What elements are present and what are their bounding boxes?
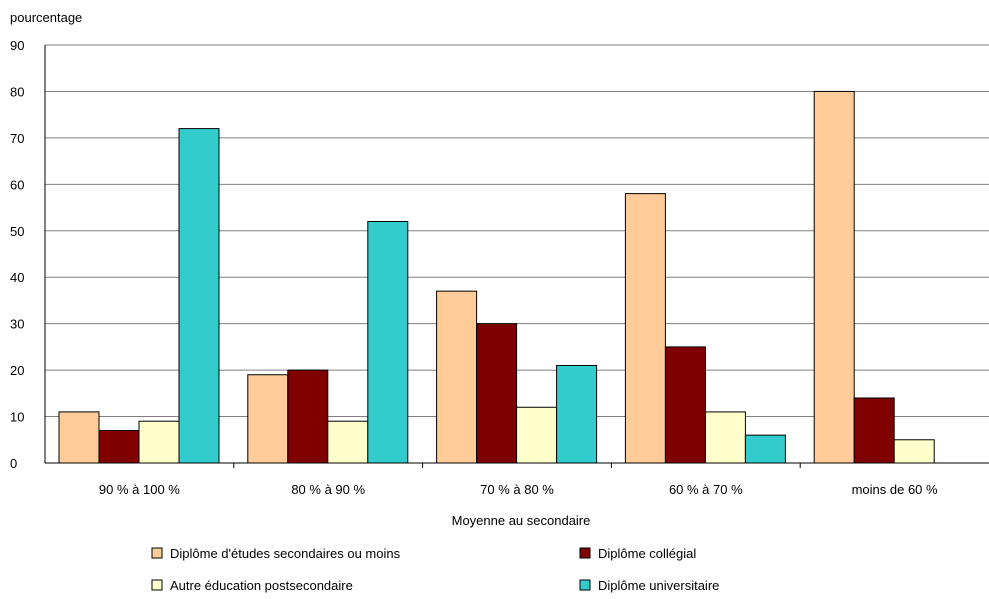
bar — [138, 420, 180, 464]
bar — [704, 411, 746, 464]
legend-label: Diplôme collégial — [598, 546, 696, 561]
y-tick-label: 50 — [10, 224, 24, 239]
y-tick-label: 20 — [10, 363, 24, 378]
legend: Diplôme d'études secondaires ou moins Dip… — [151, 546, 719, 593]
y-tick-label: 30 — [10, 317, 24, 332]
axes — [44, 45, 989, 468]
y-tick-label: 70 — [10, 131, 24, 146]
y-tick-label: 80 — [10, 84, 24, 99]
bar — [813, 90, 855, 464]
bar — [853, 397, 895, 464]
bar — [287, 369, 329, 464]
bar — [367, 220, 409, 464]
y-tick-label: 60 — [10, 177, 24, 192]
legend-swatch — [579, 547, 591, 559]
legend-label: Autre éducation postsecondaire — [170, 578, 353, 593]
legend-label: Diplôme d'études secondaires ou moins — [170, 546, 401, 561]
bar — [624, 193, 666, 464]
x-tick-label: moins de 60 % — [852, 482, 938, 497]
legend-swatch — [151, 579, 163, 591]
y-axis-title: pourcentage — [10, 10, 82, 25]
legend-swatch — [151, 547, 163, 559]
y-tick-label: 40 — [10, 270, 24, 285]
x-tick-label: 80 % à 90 % — [291, 482, 365, 497]
legend-label: Diplôme universitaire — [598, 578, 719, 593]
legend-swatch — [579, 579, 591, 591]
x-axis-title: Moyenne au secondaire — [452, 513, 591, 528]
bars — [58, 90, 935, 464]
x-tick-label: 70 % à 80 % — [480, 482, 554, 497]
x-tick-labels: 90 % à 100 % 80 % à 90 % 70 % à 80 % 60 % à… — [99, 482, 938, 497]
y-tick-label: 10 — [10, 410, 24, 425]
bar — [556, 364, 598, 464]
bar — [98, 429, 140, 464]
bar — [476, 323, 518, 464]
bar — [436, 290, 478, 464]
y-tick-labels: 0 10 20 30 40 50 60 70 80 90 — [10, 38, 24, 471]
bar — [664, 346, 706, 464]
bar — [178, 128, 220, 464]
y-tick-label: 0 — [10, 456, 17, 471]
bar — [744, 434, 786, 464]
bar — [247, 374, 289, 464]
x-tick-label: 90 % à 100 % — [99, 482, 180, 497]
bar — [516, 406, 558, 464]
y-tick-label: 90 — [10, 38, 24, 53]
bar — [58, 411, 100, 464]
bar — [327, 420, 369, 464]
x-tick-label: 60 % à 70 % — [669, 482, 743, 497]
bar — [893, 439, 935, 464]
